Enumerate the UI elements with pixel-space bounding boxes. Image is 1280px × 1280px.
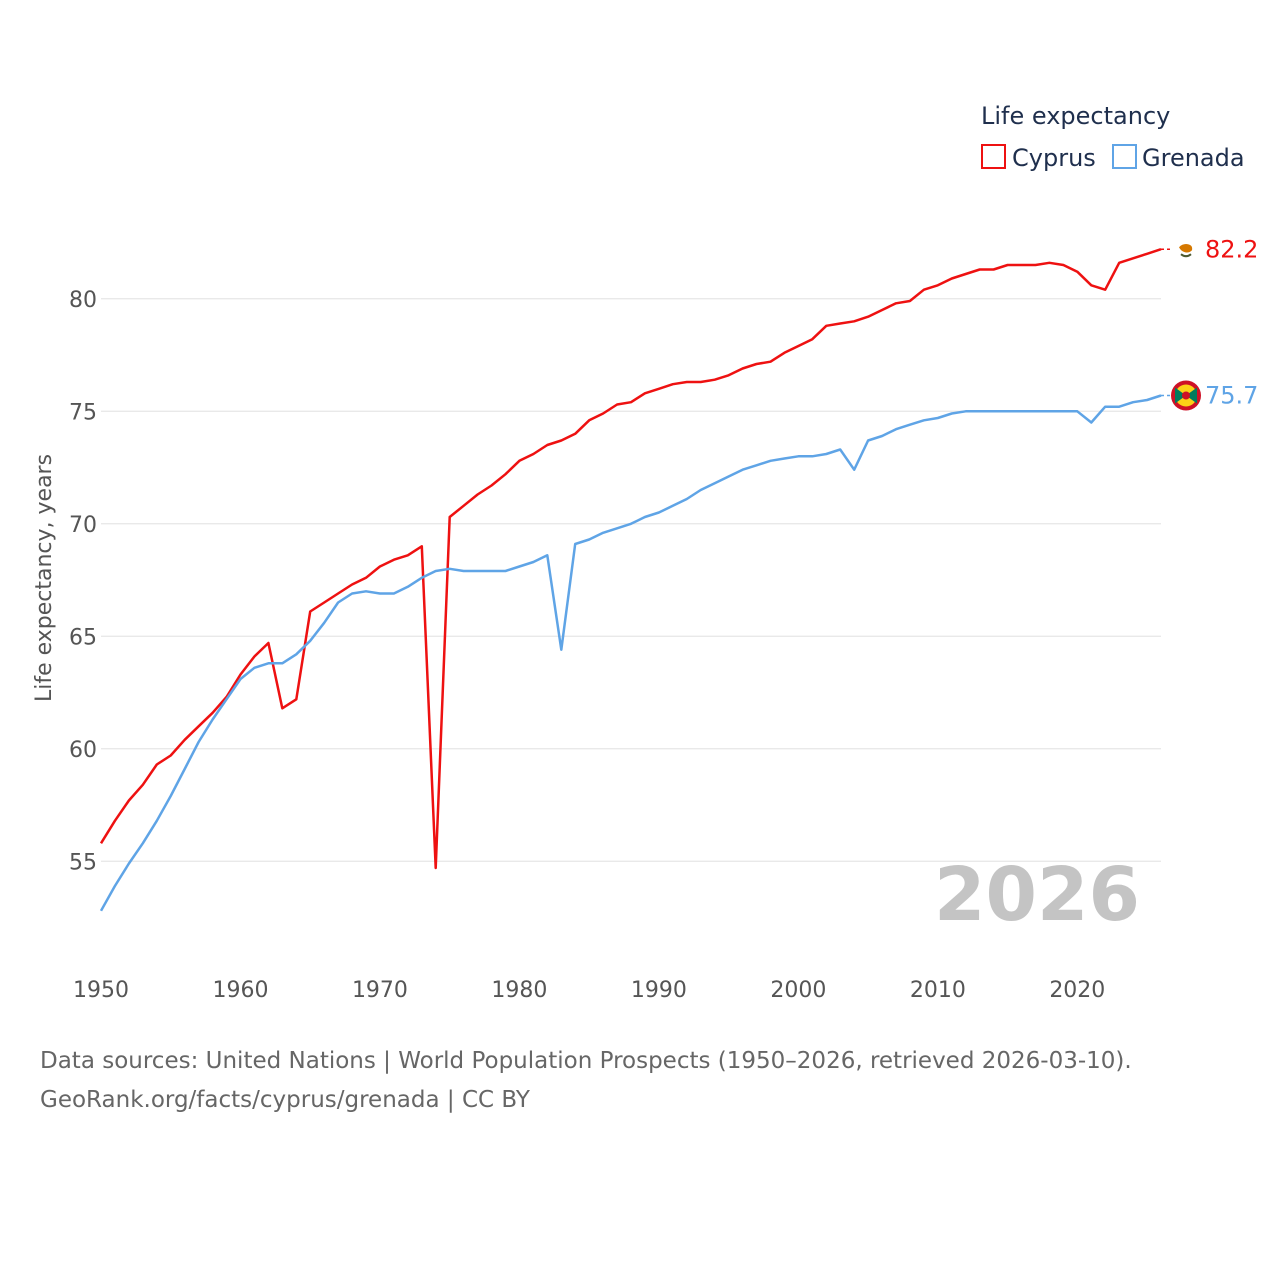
y-axis-label: Life expectancy, years	[32, 454, 57, 702]
x-tick-label: 2000	[770, 978, 826, 1003]
series-lines	[99, 248, 1172, 912]
legend-swatch-grenada	[1112, 144, 1137, 169]
y-tick-label: 70	[69, 513, 97, 538]
cyprus-flag-icon	[1176, 239, 1196, 260]
x-tick-label: 1990	[631, 978, 687, 1003]
legend[interactable]: Life expectancy Cyprus Grenada	[981, 102, 1245, 172]
legend-item-cyprus[interactable]: Cyprus	[981, 144, 1096, 172]
end-label-cyprus: 82.2	[1205, 235, 1258, 263]
y-tick-label: 75	[69, 400, 97, 425]
x-tick-label: 1960	[212, 978, 268, 1003]
legend-label-grenada: Grenada	[1142, 144, 1245, 172]
x-tick-label: 1980	[491, 978, 547, 1003]
x-tick-label: 2020	[1049, 978, 1105, 1003]
footer: Data sources: United Nations | World Pop…	[40, 1042, 1132, 1120]
y-tick-label: 55	[69, 850, 97, 875]
source-link[interactable]: GeoRank.org/facts/cyprus/grenada | CC BY	[40, 1087, 530, 1113]
y-axis-ticks: 55 60 65 70 75 80	[69, 288, 97, 876]
data-sources-note: Data sources: United Nations | World Pop…	[40, 1048, 1132, 1074]
grenada-flag-icon	[1171, 380, 1201, 411]
series-line-cyprus	[99, 248, 1162, 870]
legend-label-cyprus: Cyprus	[1012, 144, 1096, 172]
year-watermark: 2026	[934, 852, 1140, 938]
x-axis-ticks: 1950 1960 1970 1980 1990 2000 2010 2020	[73, 978, 1105, 1003]
legend-swatch-cyprus	[981, 144, 1006, 169]
x-tick-label: 1950	[73, 978, 129, 1003]
end-label-grenada: 75.7	[1205, 382, 1258, 410]
y-tick-label: 60	[69, 738, 97, 763]
y-tick-label: 80	[69, 288, 97, 313]
grid-lines	[101, 298, 1161, 862]
end-marker-cyprus: 82.2	[1176, 235, 1258, 263]
legend-item-grenada[interactable]: Grenada	[1112, 144, 1245, 172]
y-tick-label: 65	[69, 625, 97, 650]
x-tick-label: 2010	[910, 978, 966, 1003]
legend-title: Life expectancy	[981, 102, 1170, 130]
x-tick-label: 1970	[352, 978, 408, 1003]
end-marker-grenada: 75.7	[1171, 380, 1258, 411]
series-line-grenada	[99, 394, 1162, 912]
